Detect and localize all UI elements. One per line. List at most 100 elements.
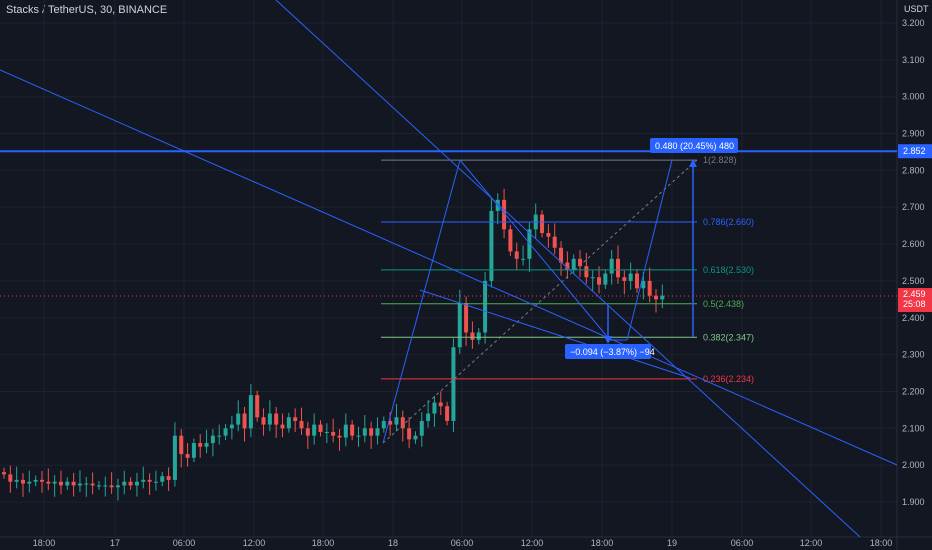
candle-body — [236, 413, 241, 425]
candle-body — [653, 295, 658, 300]
candle-body — [312, 424, 317, 436]
fib-level-label: 0.786(2.660) — [703, 217, 754, 227]
candle-body — [407, 428, 412, 440]
trend-line — [275, 0, 861, 538]
current-price-label: 2.459 — [903, 289, 926, 299]
candle-body — [540, 214, 545, 234]
candle-body — [381, 420, 386, 429]
candle-body — [210, 435, 215, 444]
fib-level-label: 0.618(2.530) — [703, 265, 754, 275]
candle-body — [90, 483, 95, 486]
candle-body — [584, 266, 589, 278]
time-tick-label: 06:00 — [173, 538, 196, 548]
trend-line — [419, 289, 691, 379]
price-tick-label: 3.100 — [902, 55, 925, 65]
candle-body — [635, 273, 639, 289]
candle-body — [160, 476, 165, 482]
time-tick-label: 18:00 — [312, 538, 335, 548]
candle-body — [641, 280, 646, 289]
candle-body — [356, 435, 361, 437]
candle-body — [115, 485, 120, 488]
price-tick-label: 2.200 — [902, 386, 925, 396]
horizontal-line-badge — [898, 144, 932, 159]
horizontal-line-price: 2.852 — [903, 146, 926, 156]
candle-body — [546, 233, 551, 237]
price-tick-label: 2.400 — [902, 313, 925, 323]
fib-level-label: 0.382(2.347) — [703, 332, 754, 342]
candle-body — [109, 485, 114, 488]
candle-body — [8, 474, 13, 482]
candle-body — [179, 435, 184, 455]
candle-body — [84, 483, 89, 485]
candle-body — [603, 273, 608, 285]
price-tick-label: 2.900 — [902, 129, 925, 139]
candle-body — [597, 277, 602, 285]
candle-body — [350, 424, 355, 436]
candle-body — [337, 435, 342, 438]
candle-body — [33, 479, 38, 482]
price-tick-label: 2.100 — [902, 423, 925, 433]
fib-diagonal — [382, 159, 698, 444]
candle-body — [521, 258, 526, 260]
time-tick-label: 12:00 — [521, 538, 544, 548]
candle-countdown: 25:08 — [903, 299, 926, 309]
measure-up-label-box — [650, 138, 738, 153]
candle-body — [413, 435, 418, 440]
candle-body — [39, 479, 44, 482]
candle-body — [578, 258, 583, 267]
candle-body — [331, 431, 336, 436]
price-unit-label: USDT — [904, 4, 929, 14]
fib-level-label: 0.236(2.234) — [703, 374, 754, 384]
candle-body — [375, 428, 380, 436]
candle-body — [267, 413, 272, 425]
price-tick-label: 2.800 — [902, 165, 925, 175]
candle-body — [255, 395, 260, 418]
candle-body — [293, 417, 298, 421]
candle-body — [147, 479, 152, 482]
candle-body — [96, 485, 101, 487]
candle-body — [451, 347, 456, 421]
time-tick-label: 12:00 — [800, 538, 823, 548]
candle-body — [394, 417, 399, 425]
time-tick-label: 18:00 — [870, 538, 893, 548]
price-tick-label: 1.900 — [902, 497, 925, 507]
trend-line — [382, 159, 461, 444]
candle-body — [2, 472, 6, 475]
fib-level-label: 0.5(2.438) — [703, 299, 744, 309]
chart-title: Stacks / TetherUS, 30, BINANCE — [6, 4, 168, 16]
candle-body — [514, 251, 519, 259]
price-tick-label: 2.600 — [902, 239, 925, 249]
price-tick-label: 2.700 — [902, 202, 925, 212]
candle-body — [65, 481, 70, 486]
price-tick-label: 2.000 — [902, 460, 925, 470]
candle-body — [559, 247, 564, 263]
candle-body — [185, 454, 190, 458]
candle-body — [565, 262, 570, 270]
candle-body — [438, 402, 443, 407]
candle-body — [153, 481, 158, 483]
candle-body — [616, 258, 621, 278]
candle-body — [369, 428, 374, 436]
candle-body — [527, 229, 532, 259]
candle-body — [400, 417, 405, 429]
candle-body — [274, 413, 279, 425]
price-tick-label: 2.500 — [902, 276, 925, 286]
candle-body — [571, 258, 576, 270]
time-tick-label: 06:00 — [451, 538, 474, 548]
candle-body — [609, 258, 614, 274]
measure-down-label: −0.094 (−3.87%) −94 — [570, 347, 655, 357]
time-tick-label: 17 — [110, 538, 120, 548]
candle-body — [242, 413, 247, 429]
candle-body — [46, 481, 51, 484]
time-tick-label: 12:00 — [243, 538, 266, 548]
candle-body — [489, 210, 494, 281]
candle-body — [590, 277, 595, 279]
time-tick-label: 18 — [388, 538, 398, 548]
candle-body — [419, 420, 424, 436]
candle-body — [552, 236, 557, 248]
current-price-badge — [898, 288, 932, 313]
measure-down-label-box — [565, 344, 651, 359]
candle-body — [248, 395, 253, 429]
candle-body — [464, 303, 469, 333]
